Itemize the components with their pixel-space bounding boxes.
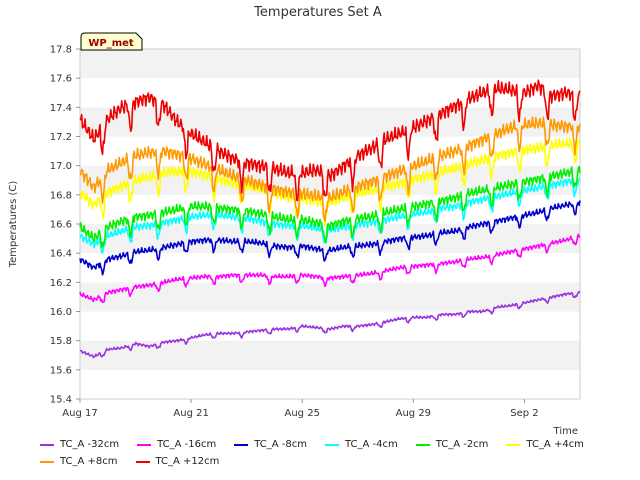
- legend-swatch: [324, 443, 339, 446]
- y-axis: 15.4 15.6 15.8 16.0 16.2 16.4 16.6 16.8 17.0 17.2…: [50, 45, 80, 406]
- legend-swatch: [135, 460, 150, 463]
- legend-swatch: [40, 460, 54, 463]
- y-tick-label: 17.2: [50, 132, 72, 143]
- y-tick-label: 15.4: [50, 395, 72, 406]
- legend-label: TC_A +8cm: [60, 456, 118, 467]
- series-line: [79, 165, 581, 249]
- legend-item: TC_A -16cm: [137, 439, 216, 450]
- grid-band: [80, 340, 580, 370]
- series-line: [79, 233, 581, 304]
- legend-row: TC_A +8cm TC_A +12cm: [40, 453, 630, 470]
- x-axis-label: Time: [553, 426, 578, 437]
- x-tick-label: Aug 25: [285, 408, 320, 419]
- legend-item: TC_A +12cm: [135, 456, 220, 467]
- series-line: [79, 137, 581, 226]
- legend-item: TC_A -2cm: [415, 439, 489, 450]
- legend-swatch: [40, 443, 54, 446]
- series-line: [79, 116, 581, 222]
- legend-label: TC_A +12cm: [155, 456, 220, 467]
- x-tick-label: Aug 21: [173, 408, 208, 419]
- x-tick-label: Aug 17: [62, 408, 97, 419]
- legend-item: TC_A +8cm: [40, 456, 118, 467]
- y-tick-label: 17.8: [50, 45, 72, 56]
- legend-item: TC_A -8cm: [234, 439, 307, 450]
- y-tick-label: 15.6: [50, 365, 72, 376]
- annotation-text: WP_met: [88, 38, 134, 49]
- chart-title: Temperatures Set A: [253, 5, 382, 20]
- legend-swatch: [415, 443, 430, 446]
- y-tick-label: 16.0: [50, 307, 72, 318]
- series-line: [79, 177, 581, 254]
- legend-swatch: [506, 443, 521, 446]
- legend-label: TC_A +4cm: [526, 439, 584, 450]
- y-tick-label: 17.0: [50, 161, 72, 172]
- legend-swatch: [137, 443, 152, 446]
- y-tick-label: 16.2: [50, 278, 72, 289]
- y-tick-label: 16.4: [50, 249, 72, 260]
- x-axis: Aug 17 Aug 21 Aug 25 Aug 29 Sep 2: [62, 399, 539, 419]
- series-line: [79, 200, 581, 276]
- y-tick-label: 16.8: [50, 190, 72, 201]
- y-axis-label: Temperatures (C): [8, 181, 19, 269]
- legend-label: TC_A -32cm: [60, 439, 120, 450]
- legend-label: TC_A -4cm: [344, 439, 398, 450]
- grid-band: [80, 49, 580, 79]
- grid-band: [80, 311, 580, 341]
- legend-item: TC_A -4cm: [324, 439, 398, 450]
- series-lines: [79, 79, 581, 359]
- y-tick-label: 17.6: [50, 74, 72, 85]
- y-tick-label: 16.6: [50, 220, 72, 231]
- legend: TC_A -32cm TC_A -16cm TC_A -8cm TC_A -4cm TC…: [40, 436, 630, 470]
- grid-band: [80, 369, 580, 399]
- legend-label: TC_A -16cm: [157, 439, 217, 450]
- annotation-box: WP_met: [80, 32, 143, 51]
- legend-swatch: [234, 443, 249, 446]
- x-tick-label: Sep 2: [510, 408, 538, 419]
- legend-row: TC_A -32cm TC_A -16cm TC_A -8cm TC_A -4cm TC…: [40, 436, 630, 453]
- legend-item: TC_A +4cm: [506, 439, 584, 450]
- legend-label: TC_A -2cm: [435, 439, 489, 450]
- series-line: [79, 79, 581, 202]
- x-tick-label: Aug 29: [396, 408, 431, 419]
- legend-item: TC_A -32cm: [40, 439, 119, 450]
- series-line: [79, 290, 581, 359]
- legend-label: TC_A -8cm: [254, 439, 307, 450]
- y-tick-label: 17.4: [50, 103, 72, 114]
- grid-band: [80, 136, 580, 166]
- y-tick-label: 15.8: [50, 336, 72, 347]
